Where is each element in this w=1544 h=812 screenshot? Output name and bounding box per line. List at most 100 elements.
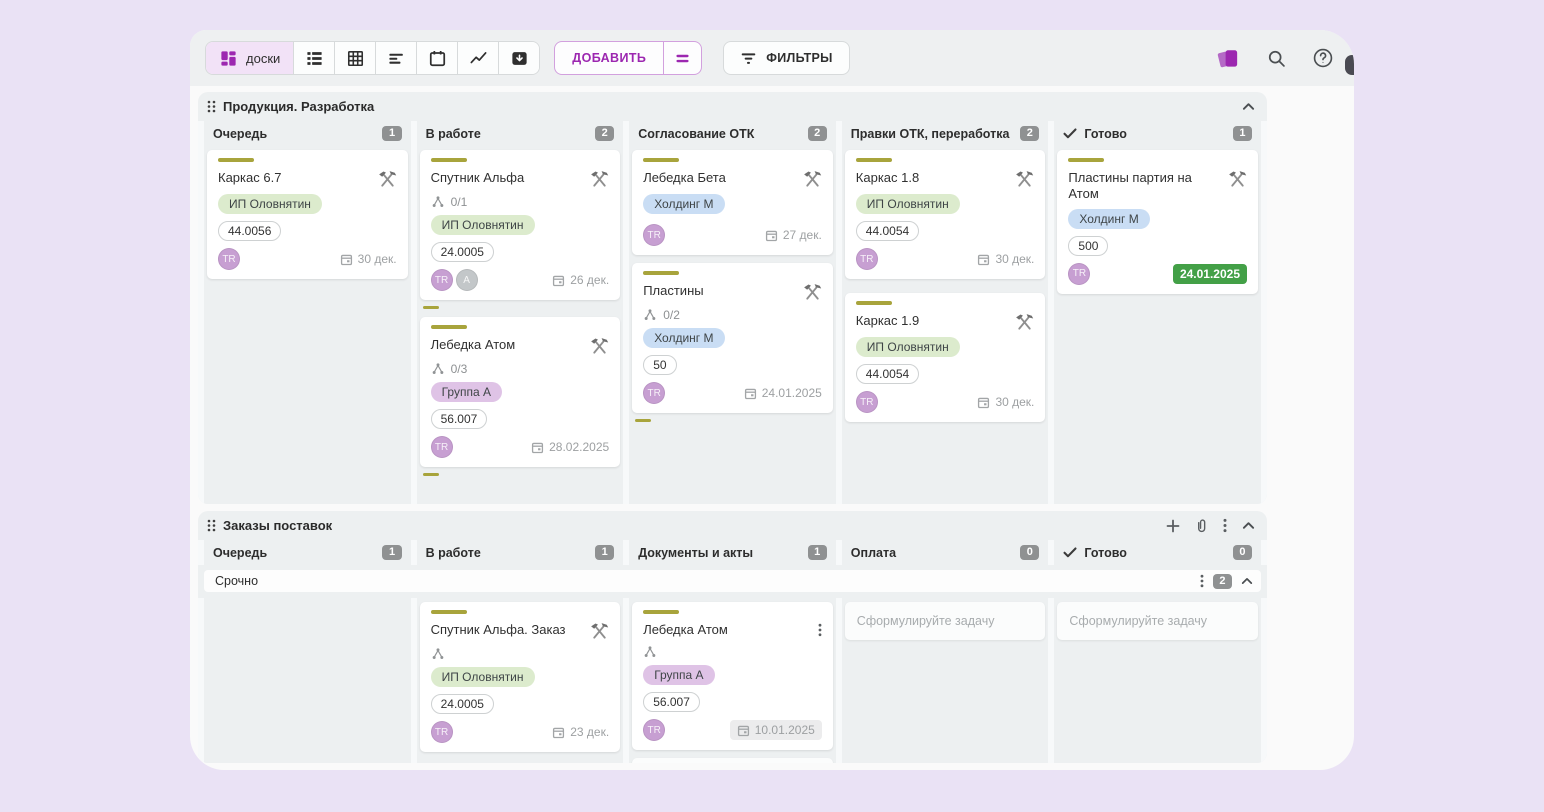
column-header: Очередь 1 — [204, 121, 411, 146]
quick-add-task[interactable] — [632, 758, 833, 763]
quick-add-task-input[interactable] — [1057, 602, 1258, 640]
card-title: Лебедка Бета — [643, 170, 726, 185]
kanban-column-done — [1054, 598, 1261, 763]
column-count-badge: 2 — [807, 126, 827, 141]
grid-icon — [346, 49, 365, 68]
avatar: A — [455, 269, 478, 291]
drag-handle-icon[interactable] — [207, 519, 216, 532]
calendar-icon — [428, 49, 447, 68]
card-title: Каркас 6.7 — [218, 170, 282, 185]
due-date: 30 дек. — [977, 395, 1034, 409]
boards-scroll-area: Продукция. Разработка Очередь 1 В работе 2… — [190, 86, 1354, 763]
task-card[interactable]: Каркас 1.9 ИП Оловнятин 44.0054 TR 30 де… — [844, 293, 1046, 422]
kanban-column-inwork: Спутник Альфа. Заказ ИП Оловнятин 24.000… — [416, 598, 624, 763]
board-header: Продукция. Разработка — [198, 92, 1267, 121]
card-title: Пластины партия на Атом — [1068, 170, 1192, 202]
column-header: Документы и акты 1 — [629, 540, 836, 565]
column-count-badge: 1 — [1232, 126, 1252, 141]
column-header: Правки ОТК, переработка 2 — [841, 121, 1049, 146]
view-boards-button[interactable]: доски — [206, 42, 295, 74]
view-calendar-button[interactable] — [417, 42, 459, 74]
due-date: 28.02.2025 — [531, 440, 609, 454]
task-card[interactable]: Каркас 1.8 ИП Оловнятин 44.0054 TR 30 де… — [844, 150, 1046, 279]
filters-button[interactable]: ФИЛЬТРЫ — [723, 41, 850, 75]
number-pill: 500 — [1068, 235, 1109, 256]
task-card[interactable]: Каркас 6.7 ИП Оловнятин 44.0056 TR 30 де… — [207, 150, 408, 279]
app-panel: доски — [190, 30, 1354, 770]
search-button[interactable] — [1266, 48, 1287, 69]
swimlane-urgent[interactable]: Срочно 2 — [204, 570, 1261, 592]
add-options-button[interactable] — [663, 42, 701, 74]
task-card[interactable]: Пластины партия на Атом Холдинг М 500 TR… — [1057, 150, 1258, 294]
toolbar-right-icons — [1216, 46, 1334, 70]
kanban-column-queue — [204, 598, 411, 763]
kanban-column-payment — [841, 598, 1049, 763]
tag: ИП Оловнятин — [218, 194, 322, 214]
quick-add-task-input[interactable] — [632, 758, 833, 763]
subtasks-indicator — [643, 645, 822, 659]
tag: Холдинг М — [643, 328, 725, 348]
view-list-button[interactable] — [294, 42, 336, 74]
subtasks-icon — [431, 362, 445, 376]
hammers-icon[interactable] — [1228, 169, 1247, 188]
task-card[interactable]: Спутник Альфа. Заказ ИП Оловнятин 24.000… — [419, 602, 621, 752]
search-icon — [1266, 48, 1287, 69]
collapse-board-button[interactable] — [1242, 102, 1255, 111]
number-pill: 24.0005 — [430, 694, 494, 714]
kebab-menu-icon[interactable] — [818, 621, 822, 637]
task-card[interactable]: Спутник Альфа 0/1 ИП Оловнятин 24.0005 T… — [419, 150, 621, 300]
hammers-icon[interactable] — [378, 169, 397, 188]
view-archive-button[interactable] — [499, 42, 540, 74]
number-pill: 44.0056 — [218, 221, 282, 241]
task-card[interactable]: Пластины 0/2 Холдинг М 50 TR — [632, 263, 833, 413]
hammers-icon[interactable] — [590, 621, 609, 640]
align-left-icon — [387, 49, 406, 68]
collapse-swimlane-button[interactable] — [1241, 577, 1253, 585]
calendar-icon — [977, 253, 990, 266]
stacked-cards-icon — [1216, 46, 1241, 70]
calendar-icon — [340, 253, 353, 266]
help-button[interactable] — [1312, 47, 1334, 69]
quick-add-task[interactable] — [1057, 602, 1258, 640]
task-card[interactable]: Лебедка Атом Группа А 56.007 TR — [632, 602, 833, 751]
kebab-menu-icon[interactable] — [1223, 518, 1227, 533]
view-grid-button[interactable] — [335, 42, 377, 74]
add-task-plus-button[interactable] — [1166, 519, 1180, 533]
kebab-menu-icon[interactable] — [1200, 574, 1204, 588]
drag-handle-icon[interactable] — [207, 100, 216, 113]
number-pill: 44.0054 — [855, 221, 920, 241]
card-color-bar — [855, 301, 892, 305]
tag: ИП Оловнятин — [430, 215, 535, 235]
avatar: TR — [1068, 262, 1091, 285]
task-card[interactable]: Лебедка Атом 0/3 Группа А 56.007 TR — [419, 317, 621, 467]
quick-add-task-input[interactable] — [844, 602, 1046, 640]
columns-row: Каркас 6.7 ИП Оловнятин 44.0056 TR 30 де… — [198, 146, 1267, 504]
add-button[interactable]: ДОБАВИТЬ — [572, 51, 647, 65]
collapse-board-button[interactable] — [1242, 521, 1255, 530]
hammers-icon[interactable] — [590, 169, 609, 188]
paperclip-icon[interactable] — [1195, 518, 1208, 533]
view-rows-button[interactable] — [376, 42, 418, 74]
kanban-column-queue: Каркас 6.7 ИП Оловнятин 44.0056 TR 30 де… — [204, 146, 411, 504]
view-trend-button[interactable] — [458, 42, 500, 74]
check-icon — [1063, 128, 1077, 139]
hammers-icon[interactable] — [590, 336, 609, 355]
board-title: Продукция. Разработка — [223, 99, 375, 114]
stacked-cards-button[interactable] — [1216, 46, 1241, 70]
number-pill: 24.0005 — [430, 242, 494, 262]
hammers-icon[interactable] — [1015, 169, 1034, 188]
hammers-icon[interactable] — [1015, 312, 1034, 331]
task-card[interactable]: Лебедка Бета Холдинг М TR 27 дек. — [632, 150, 833, 255]
card-color-bar — [855, 158, 892, 162]
hammers-icon[interactable] — [803, 282, 822, 301]
tag: Группа А — [430, 382, 502, 402]
top-toolbar: доски — [190, 30, 1354, 86]
avatar: TR — [430, 269, 453, 291]
quick-add-task[interactable] — [844, 602, 1046, 640]
card-color-bar — [218, 158, 254, 162]
hammers-icon[interactable] — [803, 169, 822, 188]
view-switcher: доски — [205, 41, 541, 75]
card-title: Спутник Альфа. Заказ — [430, 622, 566, 637]
cutoff-avatar[interactable] — [1345, 55, 1354, 75]
card-color-bar — [430, 158, 467, 162]
